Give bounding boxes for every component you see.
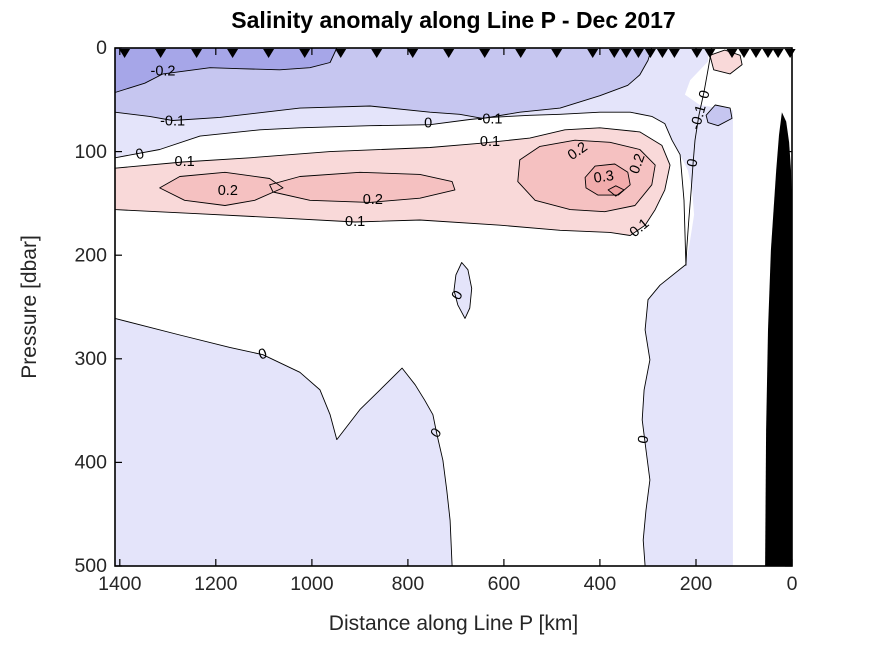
x-tick-label: 1200: [194, 573, 238, 595]
contour-label: 0.1: [175, 154, 195, 170]
contour-line-minus01-contour: [114, 47, 653, 121]
station-marker-icon: [644, 49, 656, 58]
station-marker-icon: [632, 49, 644, 58]
station-marker-icon: [191, 49, 203, 58]
station-marker-icon: [762, 49, 774, 58]
station-marker-icon: [371, 49, 383, 58]
station-marker-icon: [750, 49, 762, 58]
bathymetry-fill: [765, 112, 792, 566]
contour-region-nearshore-surface-positive-patch: [709, 50, 743, 74]
contour-line-teardrop-negative-blob: [453, 262, 473, 319]
station-marker-icon: [299, 49, 311, 58]
contour-line-positive-02-blob-west: [159, 171, 284, 206]
contour-line-deep-zero-contour: [114, 317, 453, 567]
station-marker-icon: [704, 49, 716, 58]
contour-line-positive-03-inner-spot: [607, 185, 625, 197]
station-marker-icon: [656, 49, 668, 58]
contour-region-deep-left-negative-region: [115, 318, 453, 566]
y-tick-label: 100: [74, 141, 107, 163]
contour-region-nearshore-minus01-pocket: [706, 105, 732, 126]
station-marker-icon: [119, 49, 131, 58]
contour-label: -0.1: [688, 103, 710, 131]
contour-line-nearshore-surface-positive-patch: [709, 49, 743, 75]
y-tick-label: 400: [74, 452, 107, 474]
station-marker-icon: [479, 49, 491, 58]
x-tick-label: 600: [488, 573, 521, 595]
contour-line-zero-contour-nearshore-branch: [685, 47, 713, 266]
contour-label: -0.1: [160, 113, 185, 129]
station-marker-icon: [551, 49, 563, 58]
station-marker-icon: [335, 49, 347, 58]
contour-region-positive-02-lens-central: [269, 172, 455, 203]
station-marker-icon: [738, 49, 750, 58]
station-marker-icon: [407, 49, 419, 58]
station-marker-icon: [443, 49, 455, 58]
contour-label: 0: [696, 89, 714, 101]
contour-line-positive-01-layer: [114, 127, 671, 236]
x-tick-label: 400: [584, 573, 617, 595]
x-tick-label: 800: [392, 573, 425, 595]
contour-label: 0.3: [593, 168, 615, 187]
x-tick-label: 200: [680, 573, 713, 595]
contour-label: 0.2: [627, 152, 649, 176]
contour-label: 0: [134, 146, 146, 164]
contour-label: -0.2: [151, 64, 176, 80]
contour-line-positive-03-core: [584, 163, 631, 196]
y-tick-label: 200: [74, 244, 107, 266]
contour-label: 0: [635, 434, 652, 445]
station-marker-icon: [691, 49, 703, 58]
chart-title: Salinity anomaly along Line P - Dec 2017: [231, 7, 676, 33]
station-marker-icon: [668, 49, 680, 58]
station-marker-icon: [155, 49, 167, 58]
y-tick-label: 300: [74, 348, 107, 370]
station-marker-icon: [784, 49, 796, 58]
y-tick-label: 0: [96, 37, 107, 59]
station-marker-icon: [587, 49, 599, 58]
contour-line-minus02-contour: [114, 47, 338, 93]
station-marker-icon: [263, 49, 275, 58]
station-marker-icon: [726, 49, 738, 58]
station-marker-icon: [772, 49, 784, 58]
x-axis-label: Distance along Line P [km]: [328, 612, 579, 635]
contour-line-nearshore-minus01-pocket: [705, 104, 733, 127]
contour-region-surface-minus03-patch: [115, 48, 337, 93]
plot-frame: [114, 47, 793, 567]
contour-line-zero-contour-main: [114, 111, 687, 567]
x-tick-label: 1000: [290, 573, 334, 595]
x-tick-label: 0: [787, 573, 798, 595]
contour-region-positive-02-blob-west: [159, 172, 283, 206]
contour-label: 0.1: [480, 134, 500, 150]
contour-label: 0: [424, 115, 432, 131]
contour-label: 0.2: [363, 192, 383, 208]
station-marker-icon: [515, 49, 527, 58]
y-tick-label: 500: [74, 555, 107, 577]
x-tick-label: 1400: [98, 573, 142, 595]
contour-line-positive-02-region-east: [517, 139, 656, 213]
station-marker-icon: [620, 49, 632, 58]
contour-label: 0.1: [345, 214, 365, 230]
contour-region-teardrop-negative-blob: [454, 262, 472, 319]
contour-label: -0.1: [478, 111, 503, 127]
y-axis-label: Pressure [dbar]: [18, 235, 41, 379]
station-marker-icon: [608, 49, 620, 58]
contour-label: 0.2: [218, 183, 238, 199]
station-marker-icon: [227, 49, 239, 58]
contour-label: 0: [684, 157, 701, 168]
contour-line-positive-02-lens-central: [269, 171, 456, 203]
